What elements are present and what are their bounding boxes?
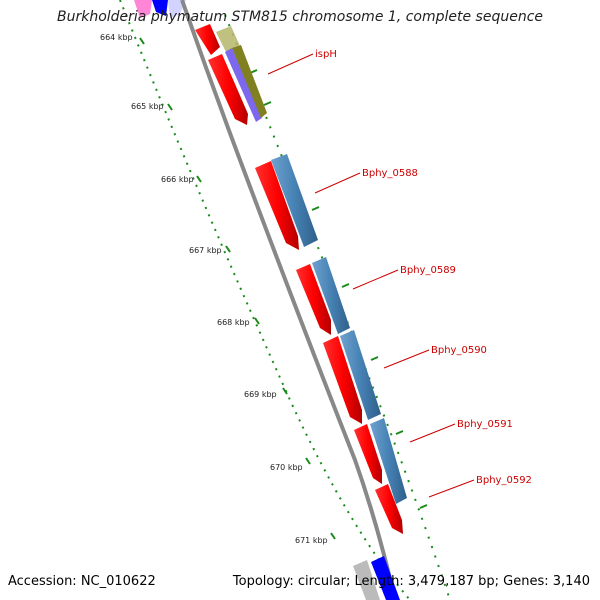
purple-feature-isph bbox=[225, 48, 262, 122]
topology-summary: Topology: circular; Length: 3,479,187 bp… bbox=[232, 574, 590, 589]
gene-bphy-0592 bbox=[375, 484, 403, 534]
chromosome-backbone bbox=[180, 0, 397, 600]
pink-feature bbox=[134, 0, 152, 18]
cds-arrow-0591 bbox=[354, 424, 382, 484]
cds-arrow-0588 bbox=[255, 161, 299, 250]
isph-region-features bbox=[195, 24, 267, 125]
gene-bphy-0588 bbox=[255, 154, 318, 250]
outer-ticks bbox=[249, 69, 428, 509]
gene-label-isph: ispH bbox=[315, 49, 337, 60]
gene-bphy-0591 bbox=[354, 418, 407, 504]
tick-label-670: 670 kbp bbox=[270, 463, 303, 472]
gene-bphy-0589 bbox=[296, 257, 350, 335]
gene-label-bphy-0589: Bphy_0589 bbox=[400, 265, 456, 276]
cds-arrow-0592 bbox=[375, 484, 403, 534]
cds-arrow-0589 bbox=[296, 264, 331, 335]
cds-arrow-top bbox=[195, 24, 220, 55]
tick-label-669: 669 kbp bbox=[244, 390, 277, 399]
gene-bar-0589 bbox=[312, 257, 350, 334]
gene-bar-0590 bbox=[340, 330, 381, 420]
tick-label-668: 668 kbp bbox=[217, 318, 250, 327]
gene-labels: ispH Bphy_0588 Bphy_0589 Bphy_0590 Bphy_… bbox=[315, 49, 532, 486]
bottom-partial-features bbox=[353, 556, 400, 600]
gene-bar-0591 bbox=[370, 418, 407, 504]
tick-label-664: 664 kbp bbox=[100, 33, 133, 42]
gene-bar-0588 bbox=[271, 154, 318, 247]
blue-feature-bottom bbox=[371, 556, 400, 600]
gene-label-bphy-0590: Bphy_0590 bbox=[431, 345, 487, 356]
grey-feature-bottom bbox=[353, 560, 380, 600]
gene-bphy-0590 bbox=[323, 330, 381, 424]
map-title: Burkholderia phymatum STM815 chromosome … bbox=[56, 9, 543, 25]
gene-label-bphy-0591: Bphy_0591 bbox=[457, 419, 513, 430]
olive-feature-isph bbox=[232, 45, 267, 118]
cds-arrow-isph bbox=[208, 54, 248, 125]
tick-label-671: 671 kbp bbox=[295, 536, 328, 545]
gene-label-bphy-0592: Bphy_0592 bbox=[476, 475, 532, 486]
olive-feature-top bbox=[216, 26, 240, 52]
label-leader-lines bbox=[267, 53, 475, 498]
tick-labels: 664 kbp 665 kbp 666 kbp 667 kbp 668 kbp … bbox=[100, 33, 328, 545]
tick-label-666: 666 kbp bbox=[161, 175, 194, 184]
cds-arrow-0590 bbox=[323, 336, 362, 424]
tick-dotted-line bbox=[119, 0, 411, 600]
tick-label-667: 667 kbp bbox=[189, 246, 222, 255]
gene-label-bphy-0588: Bphy_0588 bbox=[362, 168, 418, 179]
accession-text: Accession: NC_010622 bbox=[8, 574, 156, 589]
blue-feature-top bbox=[152, 0, 168, 16]
tick-label-665: 665 kbp bbox=[131, 102, 164, 111]
major-ticks bbox=[139, 37, 336, 540]
